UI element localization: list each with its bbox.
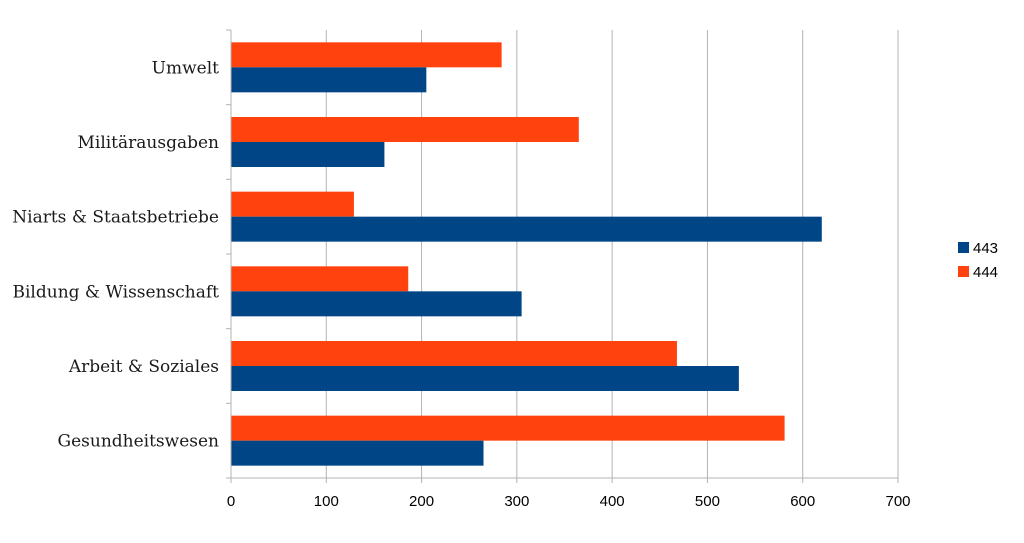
category-labels: Umwelt Militärausgaben Niarts & Staatsbetr… [12, 58, 219, 451]
bar-443-0 [231, 67, 427, 93]
category-label: Umwelt [152, 58, 219, 78]
bar-443-5 [231, 440, 484, 466]
x-tick-label: 300 [504, 493, 529, 510]
category-label: Arbeit & Soziales [68, 357, 219, 377]
gridlines [230, 30, 899, 478]
bars [231, 42, 822, 466]
x-tick-labels: 0 100 200 300 400 500 600 700 [227, 493, 911, 510]
x-tick-label: 500 [695, 493, 720, 510]
bar-444-2 [231, 191, 354, 217]
bar-443-3 [231, 291, 522, 317]
category-label: Bildung & Wissenschaft [13, 282, 220, 302]
bar-444-5 [231, 415, 785, 441]
legend-label: 443 [973, 240, 998, 257]
x-tick-label: 400 [600, 493, 625, 510]
legend-label: 444 [973, 264, 998, 281]
legend-swatch-444 [958, 266, 969, 277]
bar-443-2 [231, 216, 822, 242]
bar-444-1 [231, 117, 579, 142]
x-tick-label: 200 [409, 493, 434, 510]
x-tick-label: 100 [314, 493, 339, 510]
category-label: Gesundheitswesen [58, 432, 220, 452]
bar-444-0 [231, 42, 502, 68]
axes [226, 29, 899, 483]
bar-443-4 [231, 366, 739, 391]
legend-swatch-443 [958, 242, 969, 253]
bar-443-1 [231, 142, 385, 167]
x-tick-label: 600 [790, 493, 815, 510]
category-label: Militärausgaben [77, 133, 219, 153]
x-tick-label: 700 [885, 493, 910, 510]
category-label: Niarts & Staatsbetriebe [12, 208, 219, 228]
x-tick-label: 0 [227, 493, 235, 510]
bar-444-3 [231, 266, 409, 292]
bar-444-4 [231, 341, 677, 366]
